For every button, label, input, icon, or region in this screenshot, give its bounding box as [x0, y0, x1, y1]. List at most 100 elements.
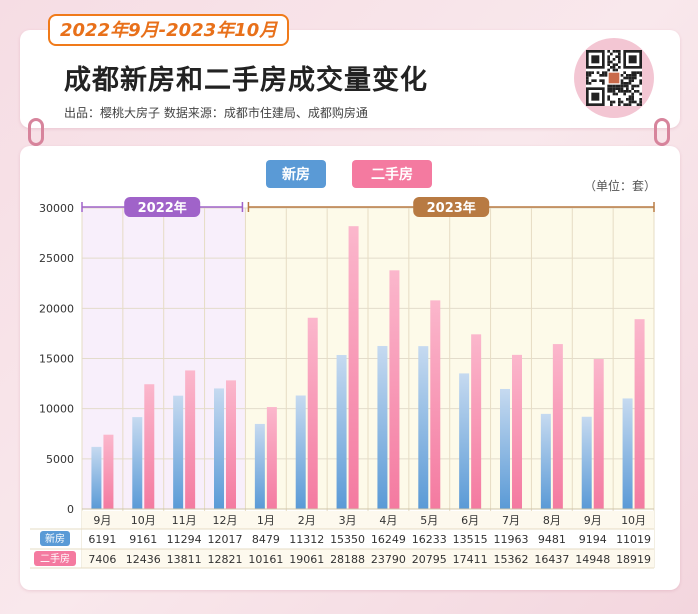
- bar-new-house: [254, 423, 265, 509]
- y-tick-label: 20000: [39, 302, 74, 315]
- bar-second-hand: [593, 359, 604, 509]
- year-badge: [124, 197, 201, 217]
- row-header-new-house-badge: [40, 531, 70, 546]
- data-label-second-hand: 17411: [453, 553, 488, 566]
- x-tick-label: 6月: [461, 514, 479, 527]
- bar-new-house: [132, 417, 143, 509]
- row-header-new-house: 新房: [45, 532, 65, 545]
- data-label-new-house: 9481: [538, 533, 566, 546]
- y-tick-label: 10000: [39, 403, 74, 416]
- y-tick-label: 0: [67, 503, 74, 516]
- y-tick-label: 30000: [39, 202, 74, 215]
- bar-new-house: [418, 346, 429, 509]
- data-label-second-hand: 16437: [534, 553, 569, 566]
- data-label-second-hand: 13811: [167, 553, 202, 566]
- year-badge: [413, 197, 490, 217]
- data-label-second-hand: 14948: [575, 553, 610, 566]
- legend-second-hand-label: 二手房: [371, 166, 413, 183]
- y-tick-label: 15000: [39, 353, 74, 366]
- row-header-second-hand: 二手房: [40, 552, 70, 565]
- legend-new-house-swatch: [266, 160, 326, 188]
- bar-new-house: [336, 354, 347, 509]
- bar-second-hand: [103, 434, 114, 509]
- bar-second-hand: [471, 334, 482, 509]
- bar-new-house: [581, 416, 592, 509]
- bar-new-house: [540, 413, 551, 509]
- year-label: 2022年: [138, 200, 187, 216]
- header-card: [20, 30, 680, 128]
- data-label-new-house: 9194: [579, 533, 607, 546]
- data-label-new-house: 11019: [616, 533, 651, 546]
- year-label: 2023年: [427, 200, 476, 216]
- data-label-new-house: 9161: [129, 533, 157, 546]
- bar-new-house: [91, 446, 102, 509]
- legend-second-hand-swatch: [352, 160, 432, 188]
- data-label-second-hand: 18919: [616, 553, 651, 566]
- bar-new-house: [377, 345, 388, 509]
- bar-second-hand: [552, 344, 563, 509]
- data-label-second-hand: 23790: [371, 553, 406, 566]
- x-tick-label: 11月: [172, 514, 197, 527]
- x-tick-label: 5月: [420, 514, 438, 527]
- bar-new-house: [500, 388, 510, 509]
- date-range-badge: 2022年9月-2023年10月: [48, 14, 290, 46]
- qr-code-icon: [586, 50, 642, 106]
- bar-second-hand: [634, 319, 645, 509]
- table-row-second-bg: [82, 549, 654, 568]
- x-tick-label: 8月: [543, 514, 561, 527]
- ring-left-icon: [28, 118, 44, 146]
- data-label-second-hand: 15362: [494, 553, 529, 566]
- bar-second-hand: [144, 384, 155, 509]
- x-tick-label: 2月: [298, 514, 316, 527]
- data-label-new-house: 11312: [289, 533, 324, 546]
- bar-new-house: [295, 395, 306, 509]
- y-tick-label: 25000: [39, 252, 74, 265]
- x-tick-label: 9月: [93, 514, 111, 527]
- bar-new-house: [214, 388, 224, 509]
- bar-second-hand: [430, 300, 441, 509]
- data-label-new-house: 16249: [371, 533, 406, 546]
- bar-new-house: [173, 395, 184, 509]
- source-line: 出品：樱桃大房子 数据来源：成都市住建局、成都购房通: [64, 106, 368, 120]
- x-tick-label: 10月: [131, 514, 156, 527]
- data-label-new-house: 8479: [252, 533, 280, 546]
- data-label-second-hand: 12821: [208, 553, 243, 566]
- data-label-second-hand: 10161: [248, 553, 283, 566]
- bar-second-hand: [185, 370, 196, 509]
- x-tick-label: 1月: [257, 514, 275, 527]
- bar-second-hand: [307, 317, 318, 509]
- x-tick-label: 4月: [379, 514, 397, 527]
- data-label-new-house: 6191: [88, 533, 116, 546]
- row-header-second-hand-badge: [34, 551, 76, 566]
- unit-label: （单位：套）: [584, 178, 656, 193]
- ring-right-icon: [654, 118, 670, 146]
- data-label-second-hand: 20795: [412, 553, 447, 566]
- x-tick-label: 10月: [621, 514, 646, 527]
- page-title: 成都新房和二手房成交量变化: [64, 65, 428, 96]
- data-label-new-house: 15350: [330, 533, 365, 546]
- x-tick-label: 9月: [584, 514, 602, 527]
- data-label-second-hand: 7406: [88, 553, 116, 566]
- bar-new-house: [459, 373, 470, 509]
- data-label-second-hand: 19061: [289, 553, 324, 566]
- bar-second-hand: [512, 354, 522, 509]
- x-tick-label: 12月: [213, 514, 238, 527]
- data-label-new-house: 12017: [208, 533, 243, 546]
- table-row-month-bg: [82, 511, 654, 529]
- bar-second-hand: [348, 226, 359, 509]
- data-label-second-hand: 12436: [126, 553, 161, 566]
- data-label-second-hand: 28188: [330, 553, 365, 566]
- table-row-new-bg: [82, 529, 654, 549]
- bar-second-hand: [226, 380, 236, 509]
- data-label-new-house: 13515: [453, 533, 488, 546]
- data-label-new-house: 11294: [167, 533, 202, 546]
- y-tick-label: 5000: [46, 453, 74, 466]
- legend-new-house-label: 新房: [282, 166, 310, 183]
- bar-second-hand: [389, 270, 400, 509]
- bar-second-hand: [266, 407, 277, 509]
- bar-new-house: [622, 398, 633, 509]
- x-tick-label: 7月: [502, 514, 520, 527]
- data-label-new-house: 11963: [494, 533, 529, 546]
- x-tick-label: 3月: [339, 514, 357, 527]
